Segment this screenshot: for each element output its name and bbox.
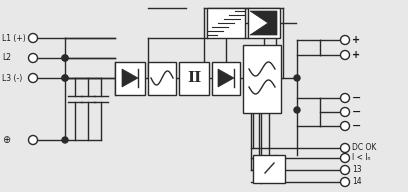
Text: +: + (352, 35, 360, 45)
Circle shape (341, 50, 350, 60)
Text: I < Iₙ: I < Iₙ (352, 153, 370, 162)
Circle shape (341, 177, 350, 186)
Circle shape (62, 75, 68, 81)
Circle shape (29, 54, 38, 63)
Bar (253, 155, 285, 183)
Circle shape (62, 55, 68, 61)
Text: ⊕: ⊕ (2, 135, 10, 145)
Circle shape (341, 153, 350, 162)
Circle shape (341, 108, 350, 117)
Circle shape (62, 137, 68, 143)
Polygon shape (218, 69, 234, 87)
Circle shape (29, 74, 38, 83)
Circle shape (62, 75, 68, 81)
Circle shape (341, 36, 350, 45)
Circle shape (62, 55, 68, 61)
Circle shape (341, 166, 350, 175)
Text: L2: L2 (2, 54, 11, 63)
Polygon shape (122, 69, 138, 87)
Text: −: − (352, 107, 361, 117)
Bar (212, 62, 240, 95)
Bar (207, 8, 245, 38)
Circle shape (29, 136, 38, 145)
Text: −: − (352, 121, 361, 131)
Text: DC OK: DC OK (352, 143, 376, 152)
Circle shape (341, 122, 350, 131)
Text: II: II (187, 71, 201, 85)
Circle shape (29, 33, 38, 42)
Circle shape (294, 75, 300, 81)
Bar (148, 62, 176, 95)
Bar (243, 45, 281, 113)
Text: 13: 13 (352, 166, 361, 175)
Circle shape (341, 94, 350, 103)
Text: L1 (+): L1 (+) (2, 33, 26, 42)
Bar (115, 62, 145, 95)
Text: L3 (-): L3 (-) (2, 74, 22, 83)
Bar (248, 8, 280, 38)
Text: −: − (352, 93, 361, 103)
Circle shape (341, 143, 350, 152)
Polygon shape (250, 11, 277, 35)
Bar (179, 62, 209, 95)
Text: 14: 14 (352, 177, 361, 186)
Text: +: + (352, 50, 360, 60)
Circle shape (294, 107, 300, 113)
